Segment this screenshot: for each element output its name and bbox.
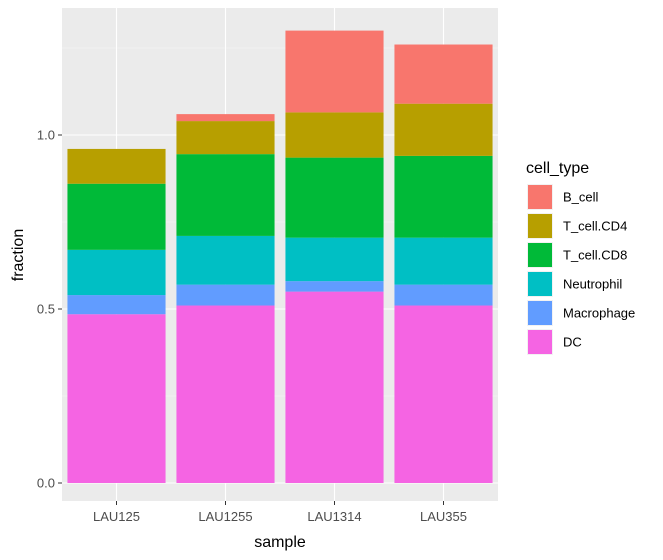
bar-segment <box>394 155 493 238</box>
legend-label: B_cell <box>563 190 599 205</box>
x-axis: LAU125 LAU1255 LAU1314 LAU355 <box>93 501 467 524</box>
x-axis-title: sample <box>254 534 306 551</box>
bar-segment <box>285 237 384 282</box>
legend-key <box>528 214 552 238</box>
bar-segment <box>176 121 275 155</box>
legend-label: T_cell.CD8 <box>563 248 627 263</box>
legend-key <box>528 330 552 354</box>
bar-segment <box>67 314 166 483</box>
legend-label: T_cell.CD4 <box>563 219 627 234</box>
y-axis: 0.0 0.5 1.0 <box>37 128 62 491</box>
bar-segment <box>67 148 166 184</box>
bar-segment <box>176 114 275 122</box>
legend-key <box>528 272 552 296</box>
bar-segment <box>285 291 384 483</box>
bar-segment <box>67 183 166 250</box>
bar-segment <box>176 284 275 306</box>
bar-segment <box>394 44 493 104</box>
bar-segment <box>394 284 493 306</box>
bar-segment <box>176 235 275 285</box>
x-tick-label: LAU355 <box>420 509 467 524</box>
bar-segment <box>285 30 384 113</box>
y-tick-label: 1.0 <box>37 128 55 143</box>
legend-key <box>528 185 552 209</box>
legend: cell_type B_cell T_cell.CD4 T_cell.CD8 Neut… <box>526 160 635 355</box>
legend-label: DC <box>563 335 582 350</box>
bar-segment <box>394 103 493 156</box>
y-tick-label: 0.5 <box>37 302 55 317</box>
x-tick-label: LAU1314 <box>307 509 361 524</box>
legend-title: cell_type <box>526 160 589 177</box>
bar-segment <box>285 281 384 292</box>
bar-segment <box>285 157 384 238</box>
bar-segment <box>394 305 493 483</box>
legend-label: Macrophage <box>563 306 635 321</box>
legend-key <box>528 243 552 267</box>
bar-segment <box>176 154 275 236</box>
bar-segment <box>67 249 166 296</box>
bars <box>67 30 493 483</box>
bar-segment <box>394 237 493 285</box>
legend-key <box>528 301 552 325</box>
bar-segment <box>67 295 166 315</box>
bar-segment <box>176 305 275 483</box>
y-tick-label: 0.0 <box>37 476 55 491</box>
x-tick-label: LAU125 <box>93 509 140 524</box>
x-tick-label: LAU1255 <box>198 509 252 524</box>
legend-label: Neutrophil <box>563 277 622 292</box>
bar-segment <box>285 112 384 158</box>
y-axis-title: fraction <box>10 229 27 281</box>
